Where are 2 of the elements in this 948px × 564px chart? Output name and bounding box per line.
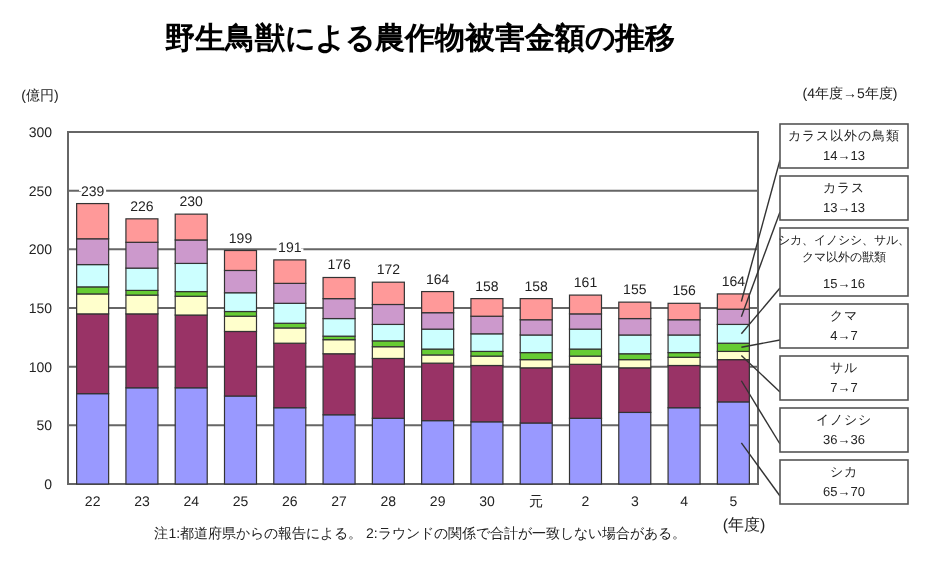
x-axis-title: (年度) — [722, 516, 766, 534]
chart-title: 野生鳥獣による農作物被害金額の推移 — [165, 20, 675, 56]
